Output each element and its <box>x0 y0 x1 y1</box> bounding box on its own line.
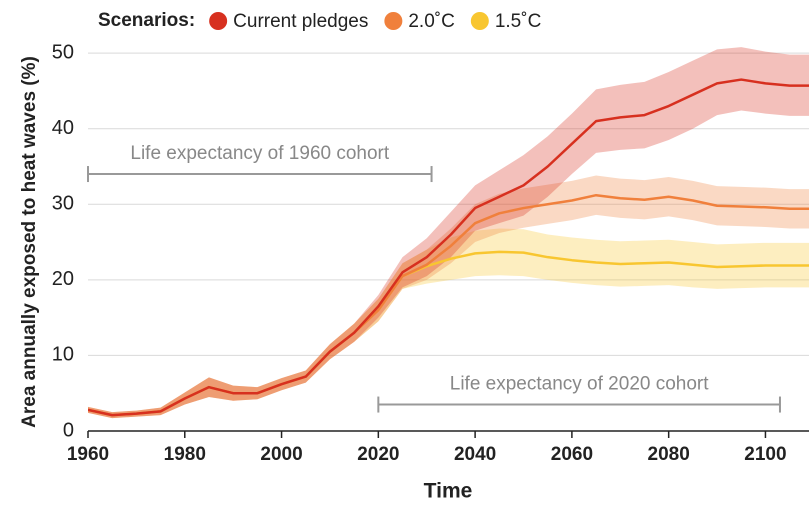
y-tick-label: 10 <box>52 344 74 366</box>
y-tick-label: 50 <box>52 41 74 63</box>
y-axis-label: Area annually exposed to heat waves (%) <box>19 56 40 428</box>
legend-marker <box>209 12 228 30</box>
annotation: Life expectancy of 2020 cohort <box>450 374 710 395</box>
x-tick-label: 2060 <box>551 444 593 465</box>
legend-label: Current pledges <box>233 11 368 32</box>
legend-title: Scenarios: <box>98 10 195 31</box>
x-tick-label: 2100 <box>744 444 786 465</box>
uncertainty-band <box>88 175 809 419</box>
x-tick-label: 1980 <box>164 444 206 465</box>
x-tick-label: 2040 <box>454 444 496 465</box>
y-tick-label: 0 <box>63 419 74 441</box>
legend-marker <box>384 12 403 30</box>
uncertainty-band <box>88 47 809 419</box>
x-tick-label: 2080 <box>648 444 690 465</box>
y-tick-label: 40 <box>52 117 74 139</box>
annotation: Life expectancy of 1960 cohort <box>130 143 390 164</box>
x-tick-label: 2020 <box>357 444 399 465</box>
y-tick-label: 20 <box>52 268 74 290</box>
y-tick-label: 30 <box>52 193 74 215</box>
series-line <box>88 78 809 417</box>
legend-marker <box>470 12 489 30</box>
legend-label: 1.5˚C <box>495 11 541 32</box>
x-tick-label: 1960 <box>67 444 109 465</box>
legend-label: 2.0˚C <box>408 11 454 32</box>
uncertainty-band <box>88 228 809 419</box>
x-axis-label: Time <box>424 480 473 503</box>
plot <box>88 47 809 419</box>
x-tick-label: 2000 <box>260 444 302 465</box>
